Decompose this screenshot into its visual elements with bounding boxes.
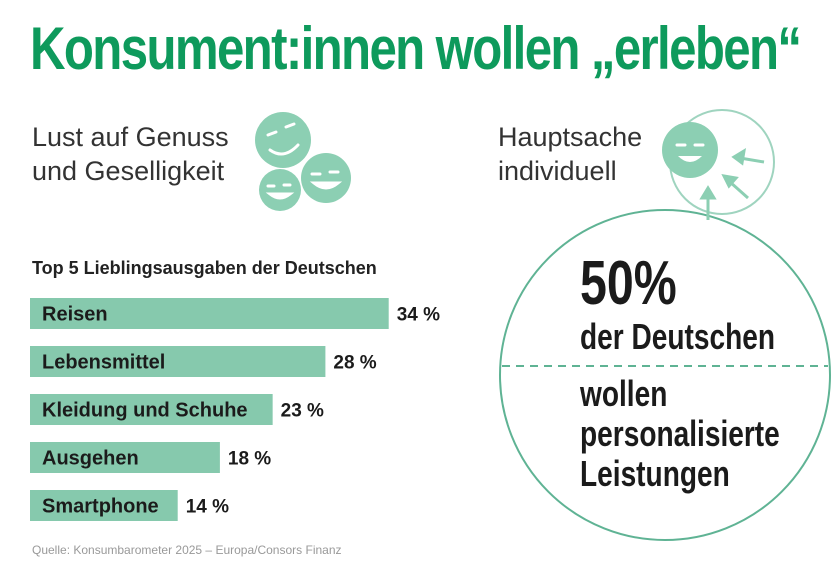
- source-note: Quelle: Konsumbarometer 2025 – Europa/Co…: [32, 543, 342, 557]
- bar: [30, 490, 178, 521]
- personalization-icon: [662, 109, 775, 220]
- bar: [30, 346, 326, 377]
- bar-value-label: 34 %: [397, 305, 440, 326]
- stat-line1: der Deutschen: [580, 316, 776, 357]
- bar-value-label: 14 %: [186, 497, 229, 518]
- stat-circle: [499, 209, 831, 541]
- bar-chart: Reisen 34 % Lebensmittel 28 % Kleidung und S…: [30, 298, 440, 521]
- bar-category-label: Smartphone: [42, 496, 159, 518]
- right-heading: Hauptsache individuell: [498, 120, 642, 188]
- bar-category-label: Kleidung und Schuhe: [42, 400, 248, 422]
- stat-line2-text: wollen: [580, 373, 668, 414]
- stat-value: 50%: [580, 249, 677, 318]
- smiley-faces-icon: [255, 112, 351, 211]
- left-heading-line: und Geselligkeit: [32, 156, 225, 186]
- bar: [30, 394, 273, 425]
- right-heading-line: Hauptsache: [498, 122, 643, 152]
- bar-category-label: Ausgehen: [42, 448, 139, 470]
- bar: [30, 442, 220, 473]
- stat-line2: wollen personalisierte Leistungen: [580, 374, 780, 494]
- bar-category-label: Lebensmittel: [42, 352, 165, 374]
- right-heading-line: individuell: [498, 156, 617, 186]
- stat-line2-text: personalisierte: [580, 413, 780, 454]
- bar-value-label: 23 %: [281, 401, 324, 422]
- left-heading: Lust auf Genuss und Geselligkeit: [32, 120, 229, 188]
- bar: [30, 298, 389, 329]
- bar-category-label: Reisen: [42, 304, 108, 326]
- stat-line2-text: Leistungen: [580, 453, 730, 494]
- bar-value-label: 28 %: [333, 353, 376, 374]
- page-title: Konsument:innen wollen „erleben“: [30, 15, 802, 82]
- bar-value-label: 18 %: [228, 449, 271, 470]
- left-heading-line: Lust auf Genuss: [32, 122, 229, 152]
- chart-title: Top 5 Lieblingsausgaben der Deutschen: [32, 258, 377, 278]
